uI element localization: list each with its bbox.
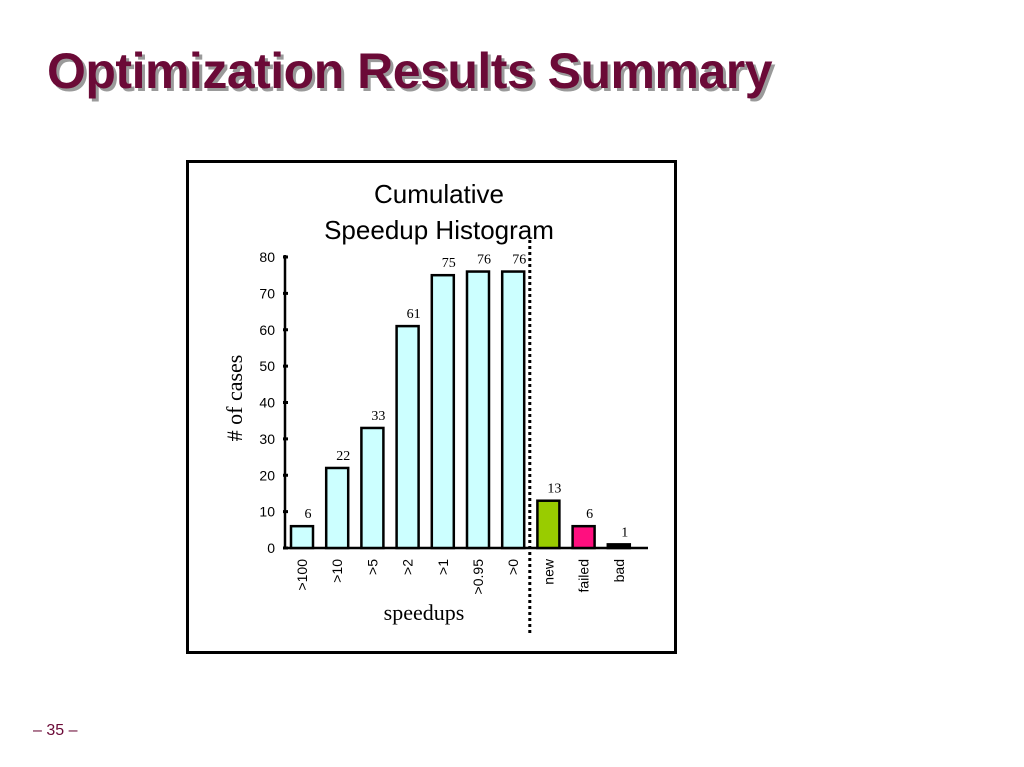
bar bbox=[606, 543, 632, 550]
x-category-label: >10 bbox=[329, 559, 345, 583]
bar bbox=[500, 270, 526, 550]
chart-title-line1: Cumulative bbox=[374, 179, 504, 209]
bar-value-label: 33 bbox=[371, 409, 385, 424]
bar bbox=[395, 324, 420, 550]
y-axis-label: # of cases bbox=[222, 355, 247, 442]
bar-value-label: 61 bbox=[407, 307, 421, 322]
slide-title: Optimization Results Summary bbox=[47, 43, 773, 99]
bar-value-label: 75 bbox=[442, 256, 456, 271]
y-tick-label: 20 bbox=[259, 467, 275, 483]
bar-value-label: 76 bbox=[512, 253, 526, 268]
page-number: – 35 – bbox=[33, 722, 78, 739]
bar bbox=[360, 426, 385, 550]
y-tick-label: 50 bbox=[259, 358, 275, 374]
bar-value-label: 1 bbox=[621, 525, 628, 540]
bar bbox=[324, 466, 350, 550]
x-category-label: >100 bbox=[294, 559, 310, 591]
x-category-label: failed bbox=[576, 559, 592, 592]
bar-value-label: 22 bbox=[336, 449, 350, 464]
bar-value-label: 6 bbox=[305, 507, 312, 522]
bar bbox=[430, 273, 456, 550]
bar bbox=[571, 524, 596, 550]
y-tick-label: 60 bbox=[259, 322, 275, 338]
bar-value-label: 76 bbox=[477, 253, 491, 268]
bar bbox=[536, 499, 561, 550]
y-tick-label: 70 bbox=[259, 285, 275, 301]
bar-value-label: 6 bbox=[586, 507, 593, 522]
x-category-label: new bbox=[540, 558, 556, 585]
x-category-label: >2 bbox=[400, 559, 416, 575]
bar-value-label: 13 bbox=[547, 482, 561, 497]
x-category-label: >0 bbox=[505, 559, 521, 575]
y-tick-label: 80 bbox=[259, 249, 275, 265]
bar bbox=[289, 524, 315, 550]
x-category-label: >1 bbox=[435, 559, 451, 575]
y-tick-label: 0 bbox=[267, 540, 275, 556]
x-category-label: >5 bbox=[364, 559, 380, 575]
x-category-label: bad bbox=[611, 559, 627, 582]
y-tick-label: 40 bbox=[259, 395, 275, 411]
bar bbox=[465, 270, 491, 550]
x-axis-label: speedups bbox=[384, 600, 465, 625]
x-category-label: >0.95 bbox=[470, 559, 486, 595]
y-tick-label: 30 bbox=[259, 431, 275, 447]
chart-title-line2: Speedup Histogram bbox=[324, 215, 554, 245]
y-tick-label: 10 bbox=[259, 504, 275, 520]
